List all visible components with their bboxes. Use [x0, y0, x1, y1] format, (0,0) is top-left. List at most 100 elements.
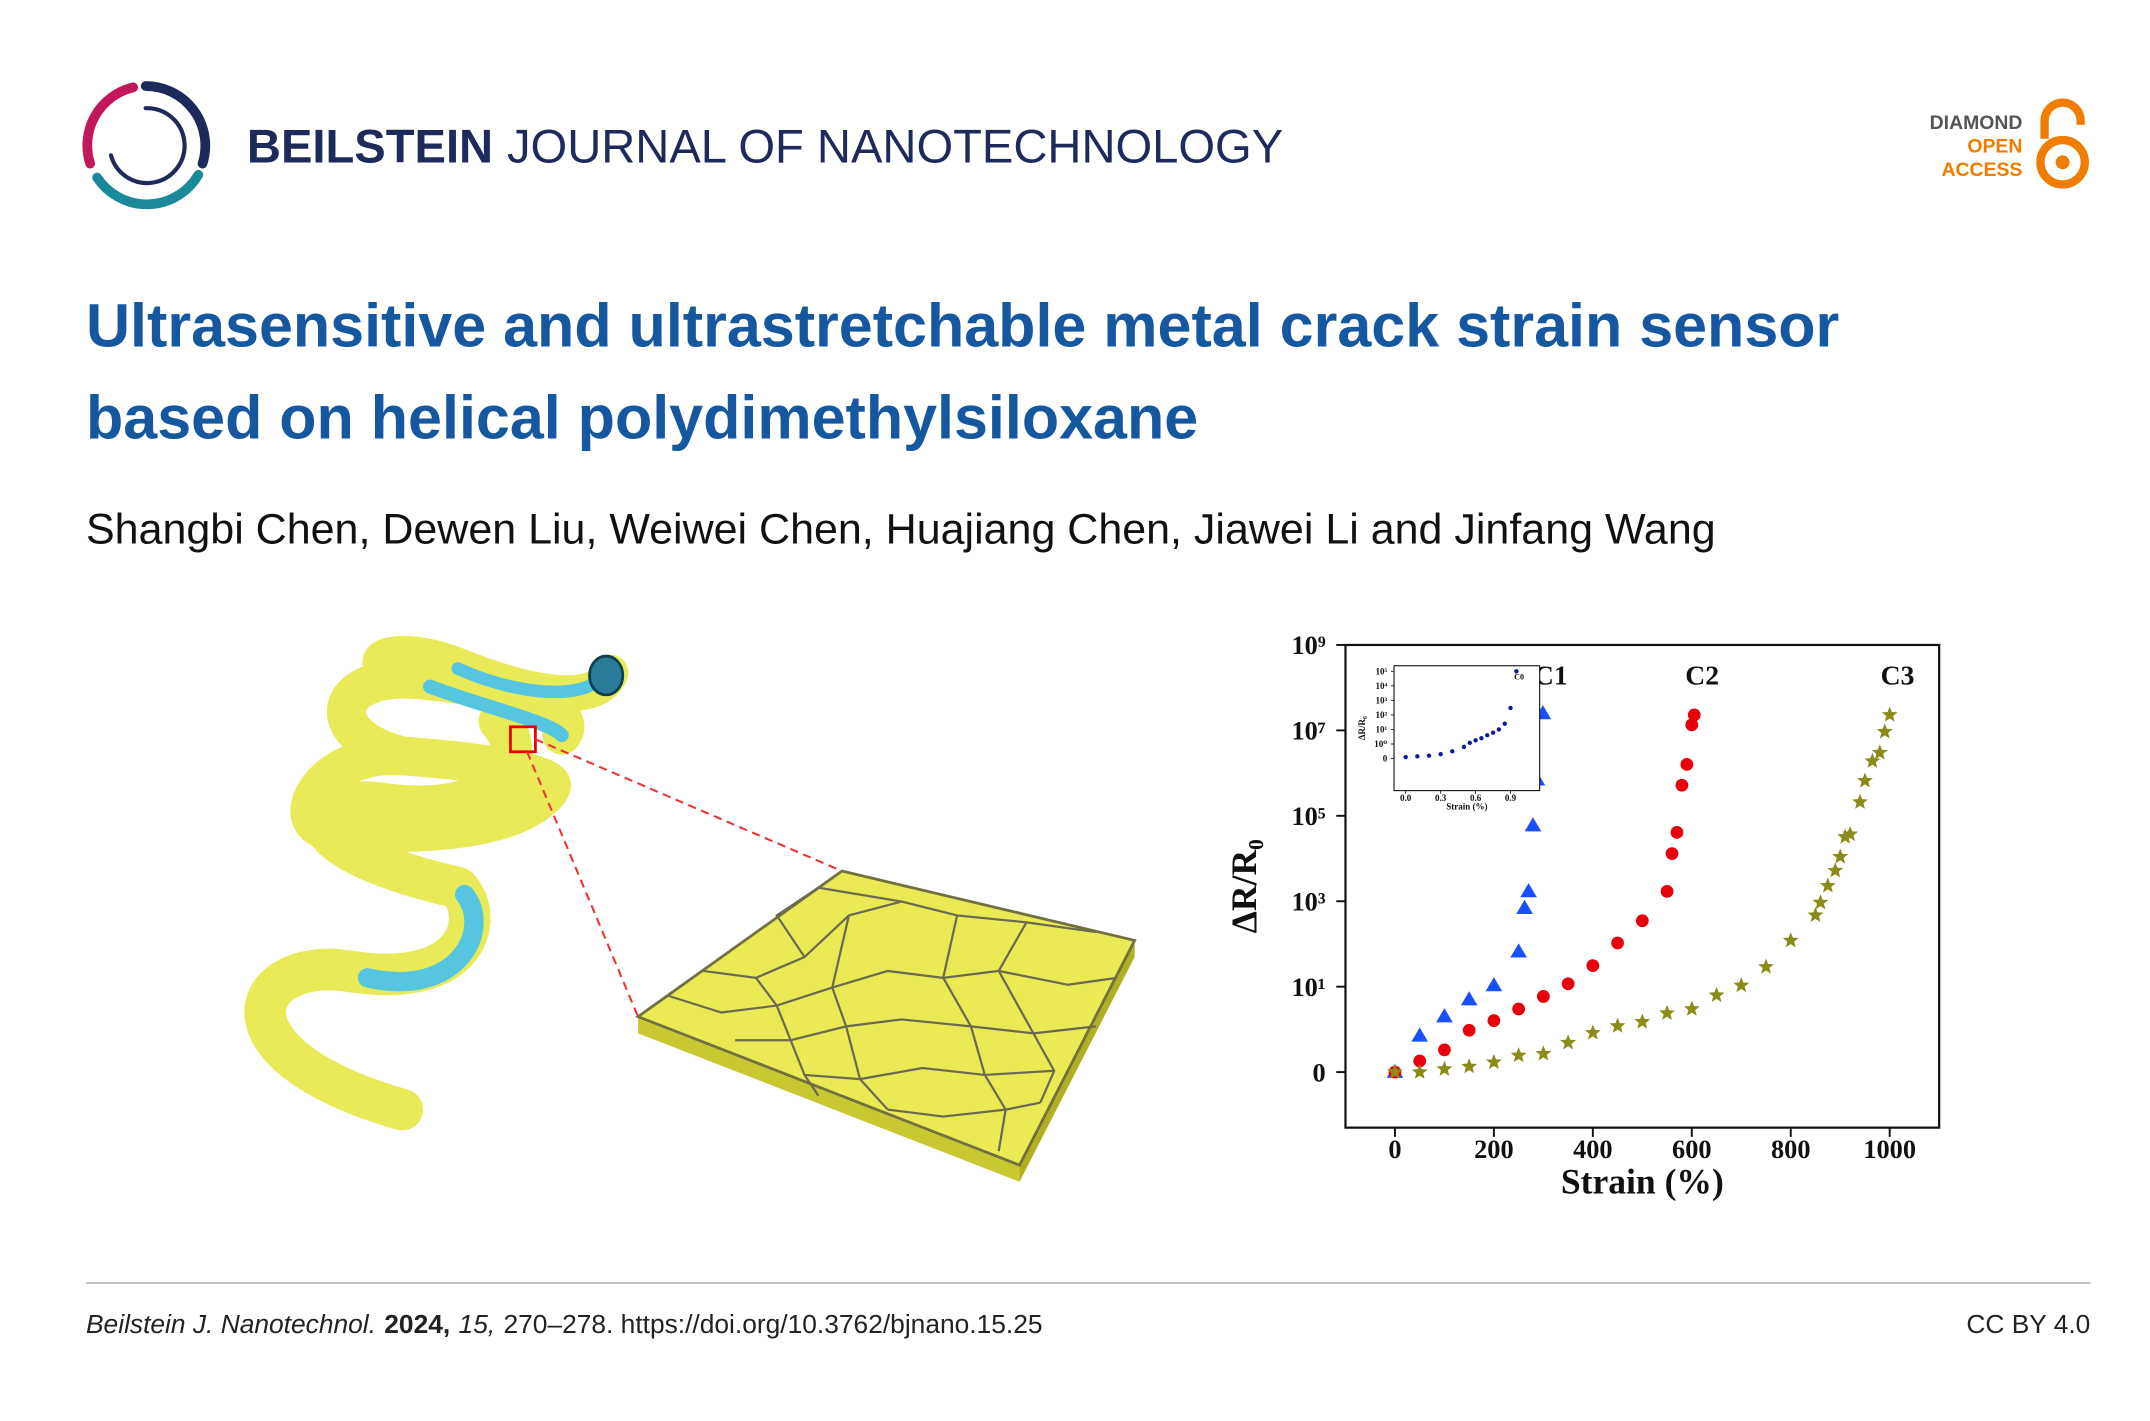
data-point: [1584, 1024, 1601, 1040]
data-point: [1683, 1000, 1700, 1016]
data-point: [1536, 990, 1550, 1003]
data-point: [1842, 825, 1859, 841]
open-access-badge: DIAMOND OPEN ACCESS: [1930, 98, 2089, 189]
data-point: [1561, 977, 1575, 991]
data-point: [1490, 730, 1496, 735]
data-point: [1479, 736, 1484, 741]
badge-line: DIAMOND: [1930, 112, 2023, 134]
data-point: [1560, 1034, 1577, 1050]
data-point: [1758, 958, 1774, 974]
scatter-chart: 0.0 0.3 0.6 0.9 0 10⁰ 10¹ 10² 10³ 10⁴ 10⁵ Strain (%…: [1357, 665, 1541, 812]
data-point: [1675, 778, 1689, 792]
article-title-line: based on helical polydimethylsiloxane: [86, 383, 1198, 451]
data-point: [1436, 1060, 1453, 1076]
x-tick-label: 1000: [1863, 1135, 1916, 1164]
x-tick-label: 800: [1771, 1135, 1811, 1164]
data-point: [1450, 749, 1455, 754]
data-point: [1411, 1063, 1428, 1079]
data-point: [1438, 1043, 1451, 1057]
data-point: [1852, 793, 1868, 809]
citation: Beilstein J. Nanotechnol. 2024, 15, 270–278…: [86, 1309, 1043, 1339]
plot-frame: [1393, 665, 1541, 792]
data-point: [1461, 744, 1467, 750]
journal-name-rest: JOURNAL OF NANOTECHNOLOGY: [507, 119, 1283, 172]
citation-pages-doi: 270–278. https://doi.org/10.3762/bjnano.…: [503, 1309, 1042, 1339]
data-point: [1812, 894, 1829, 910]
badge-line: OPEN: [1967, 136, 2022, 158]
license: CC BY 4.0: [1966, 1309, 2090, 1339]
x-tick-label: 600: [1672, 1135, 1712, 1164]
data-point: [1807, 906, 1824, 922]
data-point: [1387, 1063, 1403, 1079]
data-point: [1871, 744, 1888, 760]
y-tick-label: 10²: [1376, 710, 1388, 720]
y-tick-label: 10⁴: [1376, 681, 1388, 691]
data-point: [1411, 1027, 1429, 1042]
data-point: [1508, 705, 1513, 711]
journal-logo: [82, 81, 211, 210]
x-tick-label: 400: [1573, 1135, 1613, 1164]
data-point: [1436, 1008, 1453, 1023]
data-point: [1670, 825, 1684, 839]
data-point: [1609, 1017, 1626, 1033]
data-point: [1687, 708, 1701, 722]
data-point: [1634, 1013, 1651, 1029]
data-point: [1460, 991, 1478, 1006]
data-point: [1413, 1054, 1427, 1068]
data-point: [1502, 721, 1507, 726]
data-point: [1467, 740, 1472, 746]
data-point: [1403, 754, 1408, 760]
cracked-film-illustration: [635, 869, 1137, 1182]
data-point: [1426, 753, 1432, 758]
x-axis-label: Strain (%): [1446, 802, 1487, 812]
data-point: [1685, 718, 1699, 732]
y-tick-label: 10¹: [1376, 725, 1388, 735]
x-tick-label: 0.9: [1505, 793, 1517, 803]
y-tick-label: 10¹: [1291, 973, 1325, 1002]
data-point: [1512, 1002, 1526, 1016]
data-point: [1876, 723, 1893, 739]
data-point: [1524, 817, 1542, 832]
authors: Shangbi Chen, Dewen Liu, Weiwei Chen, Hu…: [86, 506, 1716, 554]
citation-year: 2024,: [384, 1309, 450, 1339]
x-tick-label: 0.6: [1470, 793, 1482, 803]
data-point: [1510, 943, 1527, 958]
data-point: [1586, 959, 1600, 973]
data-point: [1485, 733, 1490, 738]
data-point: [1462, 1023, 1476, 1037]
data-point: [1857, 772, 1873, 788]
data-point: [1680, 757, 1694, 771]
x-tick-label: 0.0: [1400, 793, 1412, 803]
data-point: [1665, 847, 1679, 861]
data-point: [1485, 1053, 1502, 1069]
citation-journal: Beilstein J. Nanotechnol.: [86, 1309, 376, 1339]
y-tick-label: 10⁹: [1291, 631, 1325, 660]
y-tick-label: 10⁵: [1291, 802, 1325, 831]
data-point: [1708, 986, 1725, 1002]
data-point: [1520, 883, 1537, 898]
data-point: [1535, 1045, 1552, 1061]
data-point: [1881, 706, 1898, 722]
x-tick-label: 0.3: [1435, 793, 1447, 803]
data-point: [1635, 914, 1649, 928]
x-axis-label: Strain (%): [1561, 1162, 1724, 1202]
y-tick-label: 0: [1383, 754, 1388, 764]
data-point: [1461, 1058, 1478, 1074]
data-point: [1487, 1014, 1501, 1028]
data-point: [1496, 727, 1502, 732]
data-point: [1837, 828, 1854, 844]
data-point: [1438, 752, 1443, 757]
y-tick-label: 10⁰: [1374, 739, 1387, 749]
article-title-line: Ultrasensitive and ultrastretchable meta…: [86, 292, 1839, 360]
badge-line: ACCESS: [1941, 159, 2022, 181]
data-point: [1415, 754, 1420, 759]
data-point: [1827, 862, 1844, 878]
y-axis-label: ΔR/R₀: [1224, 839, 1264, 933]
journal-name-bold: BEILSTEIN: [247, 119, 493, 172]
data-point: [1516, 899, 1533, 914]
chart-area: 0 200 400 600 800 1000 0 10¹ 10³ 10⁵ 10⁷ 10⁹ Strain …: [1224, 631, 1941, 1202]
citation-volume: 15,: [459, 1309, 496, 1339]
helix-illustration: [244, 635, 843, 1131]
